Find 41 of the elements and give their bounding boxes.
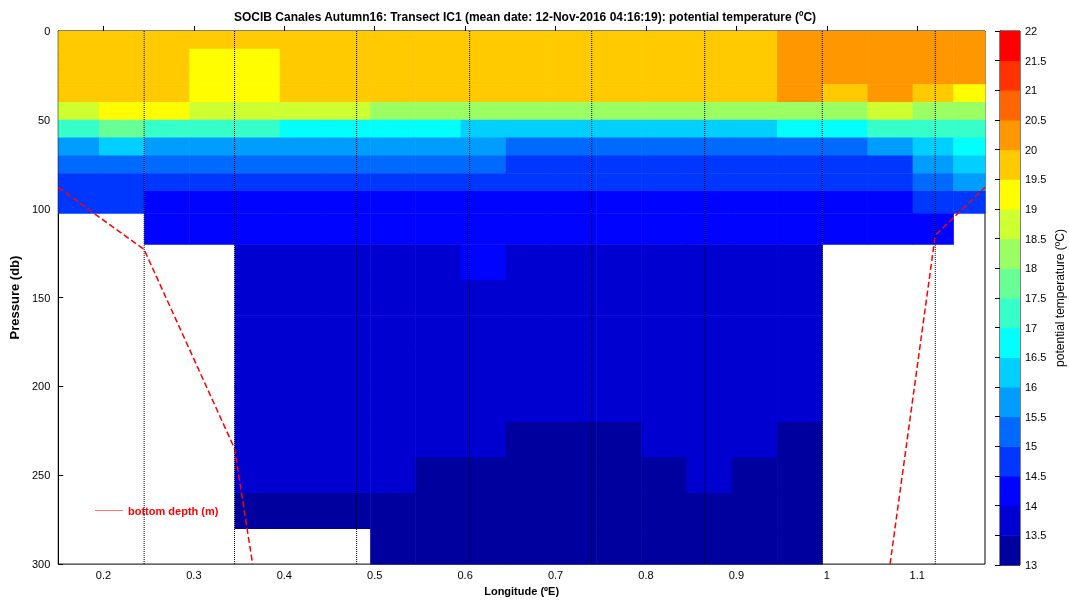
color-bar-label: 21.5 [1025,54,1047,67]
color-bar-label: 20.5 [1025,114,1047,126]
y-tick-label: 250 [31,469,51,482]
color-bar-label: 17 [1025,321,1038,334]
x-tick-label: 1.1 [909,568,925,581]
y-tick-label: 300 [31,558,51,571]
color-bar-label: 15 [1025,440,1038,453]
color-bar-label: 14.5 [1025,470,1047,482]
y-tick-label: 150 [31,291,51,304]
color-bar-label: 17.5 [1025,292,1047,304]
x-tick-label: 0.3 [186,568,202,581]
color-bar-label: 14 [1025,499,1038,512]
color-bar-label: 19 [1025,203,1038,215]
color-bar-label: 19.5 [1025,173,1047,186]
y-tick-label: 50 [38,113,51,126]
color-bar-label: 16.5 [1025,351,1047,364]
color-bar-label: 22 [1025,25,1038,37]
x-tick-label: 0.4 [276,568,292,581]
color-bar-label: 21 [1025,84,1038,97]
color-bar-label: 20 [1025,143,1038,156]
color-bar-label: 13 [1025,559,1038,571]
x-tick-label: 0.2 [95,568,112,581]
x-tick-label: 1 [823,568,830,581]
x-tick-label: 0.5 [367,568,383,581]
color-bar-label: 18 [1025,262,1038,275]
x-tick-label: 0.9 [728,568,745,581]
y-tick-label: 100 [31,202,51,215]
color-bar-label: 13.5 [1025,529,1047,542]
y-axis-title: Pressure (db) [7,255,22,340]
y-tick-label: 200 [31,380,51,393]
x-axis-title: Longitude (ºE) [484,584,560,597]
legend-label: bottom depth (m) [128,504,219,517]
x-tick-label: 0.7 [547,568,564,581]
x-tick-label: 0.6 [457,568,473,581]
color-bar-title: potential temperature (ºC) [1053,229,1067,367]
color-bar-label: 18.5 [1025,232,1047,245]
chart-title: SOCIB Canales Autumn16: Transect IC1 (mean date: 12-Nov-2016 04:16:19): potential temperature (ºC) [233,10,817,24]
color-bar-label: 15.5 [1025,410,1047,423]
x-tick-label: 0.8 [638,568,654,581]
y-tick-label: 0 [44,25,51,37]
color-bar-label: 16 [1025,381,1038,393]
